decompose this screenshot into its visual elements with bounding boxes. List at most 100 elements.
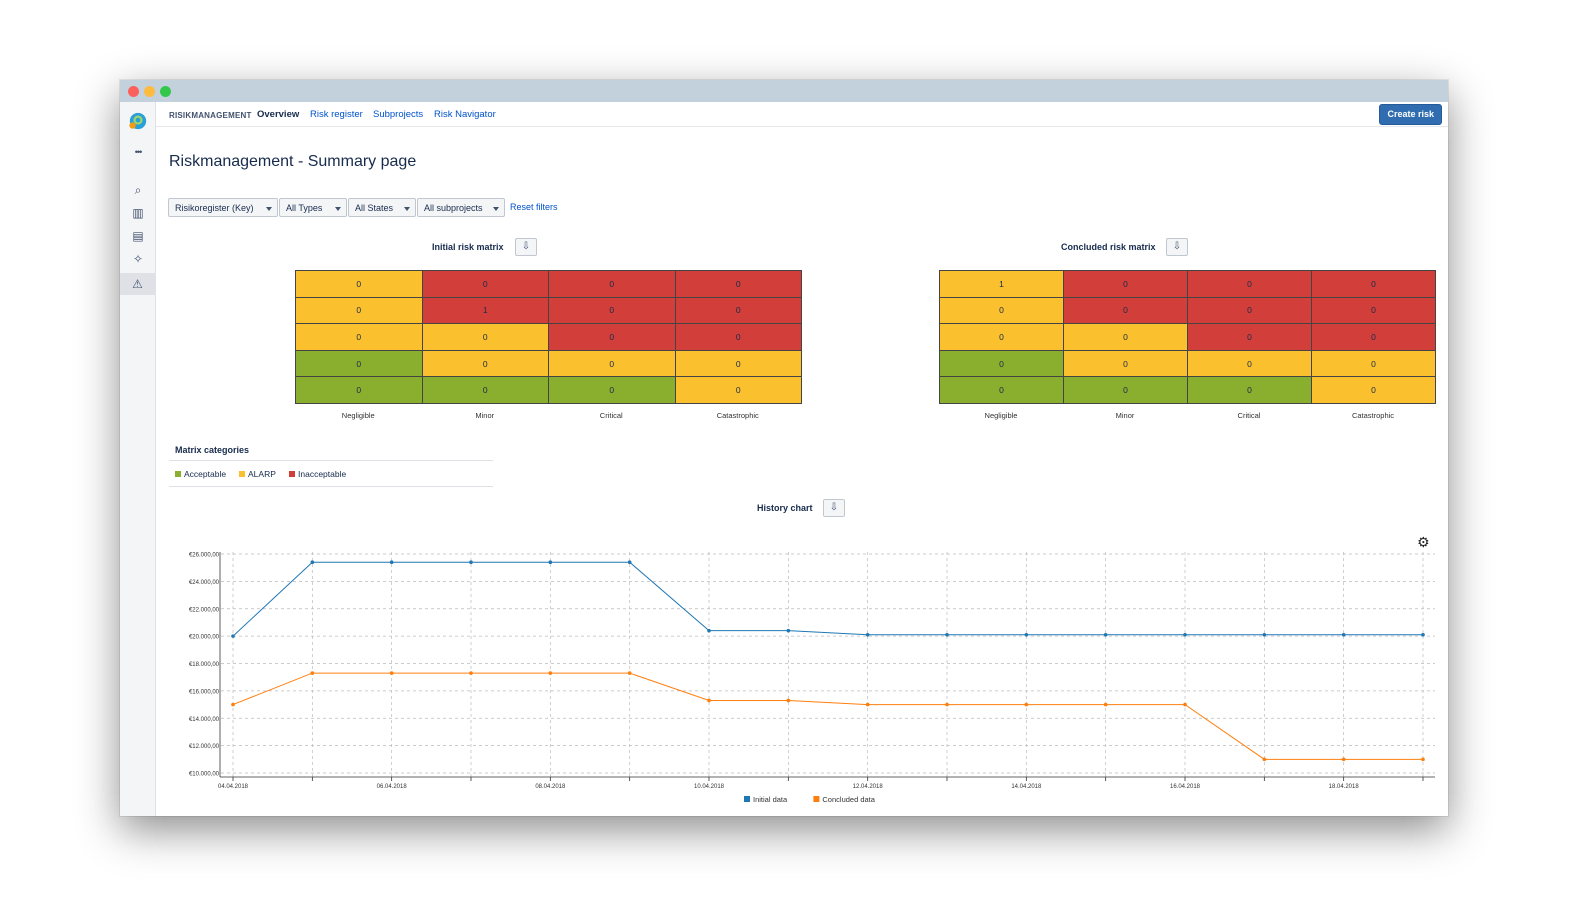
matrix-cell[interactable]: 0 [421, 376, 549, 404]
minimize-window-button[interactable] [144, 86, 155, 97]
data-point [1341, 632, 1346, 637]
matrix-cell[interactable]: 1 [421, 296, 549, 325]
matrix-cell[interactable]: 0 [548, 296, 676, 325]
nav-subprojects[interactable]: Subprojects [373, 109, 424, 120]
matrix-cell[interactable]: 0 [674, 296, 802, 325]
matrix-cell[interactable]: 0 [1187, 376, 1312, 404]
matrix-cell[interactable]: 0 [674, 323, 802, 351]
matrix-cell[interactable]: 0 [295, 323, 423, 351]
download-icon: ⇩ [1172, 241, 1182, 252]
matrix-cell[interactable]: 0 [1063, 323, 1188, 351]
matrix-cell[interactable]: 0 [1187, 323, 1312, 351]
matrix-cell[interactable]: 0 [674, 376, 802, 404]
history-chart-download-button[interactable]: ⇩ [823, 499, 845, 517]
data-point [389, 671, 394, 675]
data-point [1103, 632, 1108, 637]
data-point [548, 560, 553, 565]
matrix-cell[interactable]: 0 [939, 323, 1064, 351]
data-point [1024, 702, 1029, 707]
matrix-cell[interactable]: 0 [548, 323, 676, 351]
data-point [945, 632, 949, 637]
data-point [707, 698, 711, 703]
more-icon[interactable]: ••• [134, 147, 142, 157]
chart-legend-swatch [744, 796, 750, 802]
reset-filters-link[interactable]: Reset filters [510, 202, 558, 212]
matrix-cell[interactable]: 0 [421, 349, 549, 378]
matrix-cell[interactable]: 0 [295, 376, 423, 404]
matrix-cell[interactable]: 0 [295, 270, 423, 298]
matrix-cell[interactable]: 0 [548, 376, 676, 404]
matrix-cell[interactable]: 0 [548, 349, 676, 378]
filter-project[interactable]: Risikoregister (Key) [168, 198, 278, 217]
y-tick-label: €16.000,00 [189, 689, 220, 695]
legend-label: Acceptable [184, 469, 227, 479]
app-logo-icon [129, 112, 147, 130]
legend-acceptable: Acceptable [175, 469, 226, 479]
chart-icon[interactable]: ▥ [132, 206, 144, 220]
data-point [786, 628, 791, 633]
y-tick-label: €24.000,00 [189, 580, 220, 586]
matrix-col-label: Catastrophic [716, 411, 759, 420]
matrix-cell[interactable]: 0 [1311, 349, 1436, 378]
matrix-cell[interactable]: 0 [1311, 323, 1436, 351]
x-tick-label: 10.04.2018 [694, 784, 725, 790]
matrix-cell[interactable]: 0 [939, 349, 1064, 378]
matrix-cell[interactable]: 0 [674, 349, 802, 378]
close-window-button[interactable] [128, 86, 139, 97]
matrix-cell[interactable]: 0 [674, 270, 802, 298]
matrix-cell[interactable]: 1 [939, 270, 1064, 298]
folder-icon[interactable]: ▤ [132, 229, 144, 243]
x-tick-label: 18.04.2018 [1329, 784, 1360, 790]
chart-legend-label: Concluded data [822, 795, 875, 804]
matrix-cell[interactable]: 0 [1311, 376, 1436, 404]
app-logo[interactable] [128, 112, 148, 130]
page-title: Riskmanagement - Summary page [169, 153, 417, 170]
matrix-cell[interactable]: 0 [295, 349, 423, 378]
search-icon[interactable]: ⌕ [134, 182, 142, 197]
matrix-cell[interactable]: 0 [1187, 270, 1312, 298]
matrix-cell[interactable]: 0 [1063, 376, 1188, 404]
nav-overview[interactable]: Overview [257, 109, 300, 120]
legend-inacceptable: Inacceptable [289, 469, 346, 479]
matrix-cell[interactable]: 0 [1187, 296, 1312, 325]
matrix-cell[interactable]: 0 [1063, 349, 1188, 378]
matrix-cell[interactable]: 0 [421, 323, 549, 351]
data-point [1183, 632, 1187, 637]
matrix-cell[interactable]: 0 [1063, 296, 1188, 325]
matrix-cell[interactable]: 0 [295, 296, 423, 325]
legend-swatch [289, 470, 295, 477]
data-point [469, 671, 473, 675]
y-tick-label: €12.000,00 [189, 744, 220, 750]
nav-risk-navigator[interactable]: Risk Navigator [434, 109, 496, 120]
matrix-cell[interactable]: 0 [939, 376, 1064, 404]
matrix-cell[interactable]: 0 [421, 270, 549, 298]
nav-risk-register[interactable]: Risk register [310, 109, 363, 120]
x-tick-label: 16.04.2018 [1170, 784, 1201, 790]
puzzle-icon[interactable]: ✧ [132, 252, 144, 266]
matrix-cell[interactable]: 0 [548, 270, 676, 298]
matrix-cell[interactable]: 0 [939, 296, 1064, 325]
matrix-cell[interactable]: 0 [1311, 270, 1436, 298]
warning-icon[interactable]: ⚠ [120, 273, 155, 295]
initial-matrix-download-button[interactable]: ⇩ [515, 238, 537, 256]
create-risk-button[interactable]: Create risk [1379, 104, 1442, 125]
matrix-cell[interactable]: 0 [1311, 296, 1436, 325]
legend-label: ALARP [248, 469, 276, 479]
matrix-cell[interactable]: 0 [1187, 349, 1312, 378]
filter-subprojects[interactable]: All subprojects [417, 198, 505, 217]
data-point [389, 560, 394, 565]
filter-subprojects-label: All subprojects [424, 203, 483, 213]
matrix-cell[interactable]: 0 [1063, 270, 1188, 298]
chart-settings-icon[interactable]: ⚙ [1417, 534, 1430, 550]
filter-types[interactable]: All Types [279, 198, 347, 217]
nav-brand[interactable]: RISIKMANAGEMENT [169, 111, 252, 120]
maximize-window-button[interactable] [160, 86, 171, 97]
data-point [469, 560, 473, 565]
concluded-matrix-download-button[interactable]: ⇩ [1166, 238, 1188, 256]
chevron-down-icon [335, 207, 341, 211]
data-point [627, 671, 632, 675]
matrix-col-label: Negligible [984, 411, 1018, 420]
y-tick-label: €22.000,00 [189, 607, 220, 613]
x-tick-label: 04.04.2018 [218, 784, 249, 790]
filter-states[interactable]: All States [348, 198, 416, 217]
